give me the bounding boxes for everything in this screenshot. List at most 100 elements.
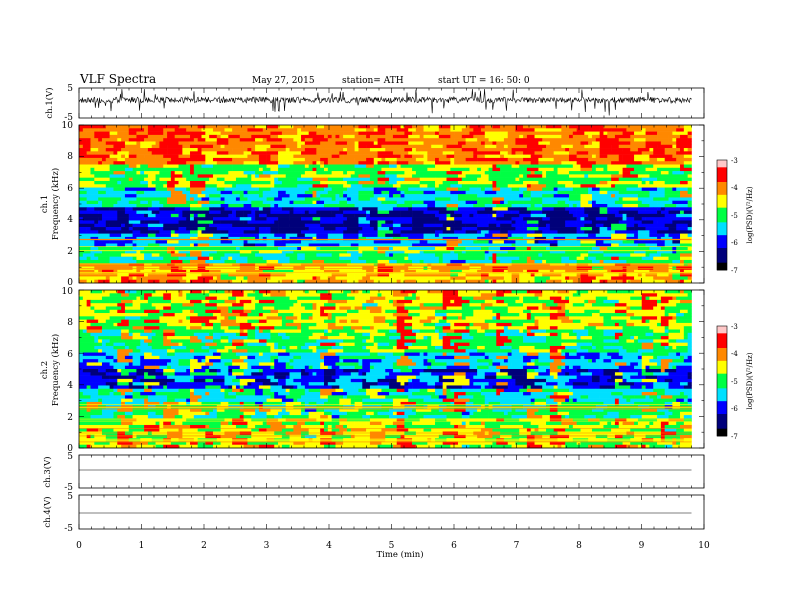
spec2-cell <box>519 316 528 320</box>
spec2-cell <box>94 313 110 317</box>
spec2-cell <box>630 375 646 380</box>
spec1-cell <box>641 161 658 165</box>
spec2-cell <box>511 322 524 327</box>
spec1-cell <box>484 279 489 284</box>
spec1-cell <box>285 148 290 152</box>
spec1-cell <box>427 204 436 208</box>
spec1-cell <box>496 134 501 139</box>
spec2-cell <box>151 359 160 363</box>
spec1-cell <box>477 200 493 205</box>
spec1-cell <box>419 273 436 277</box>
spec1-cell <box>412 164 417 169</box>
spec1-cell <box>220 236 229 241</box>
spec2-cell <box>549 352 562 357</box>
spec1-cell <box>396 200 405 205</box>
spec1-cell <box>565 263 570 267</box>
spec1-cell <box>255 164 267 169</box>
spec1-cell <box>591 279 600 284</box>
spec2-cell <box>591 345 597 350</box>
spec1-cell <box>687 151 692 155</box>
spec1-cell <box>523 187 528 192</box>
spec1-cell <box>320 223 336 228</box>
spec1-cell <box>641 151 654 155</box>
spec2-cell <box>190 326 202 330</box>
spec2-cell <box>297 326 302 330</box>
spec1-cell <box>500 151 509 155</box>
cb1-swatch <box>717 176 727 179</box>
spec1-cell <box>312 184 329 188</box>
spec1-cell <box>442 184 451 188</box>
spec1-cell <box>584 230 600 234</box>
spec1-cell <box>121 180 133 185</box>
spec2-cell <box>255 309 271 314</box>
spec2-cell <box>281 336 290 340</box>
spec1-cell <box>572 125 581 129</box>
spec1-cell <box>492 184 497 188</box>
spec2-cell <box>392 290 401 294</box>
spec1-cell <box>526 240 535 244</box>
spec1-cell <box>366 128 375 132</box>
cb1-swatch <box>717 231 727 234</box>
spec2-cell <box>526 306 539 311</box>
spec1-cell <box>79 128 84 132</box>
spec2-cell <box>442 290 459 294</box>
spec1-cell <box>147 174 156 178</box>
spec1-cell <box>465 204 474 208</box>
spec2-cell <box>626 306 631 311</box>
spec1-cell <box>193 164 202 169</box>
spec1-cell <box>358 250 363 254</box>
spec2-cell <box>201 299 210 304</box>
spec2-cell <box>404 306 420 311</box>
spec1-cell <box>255 161 260 165</box>
spec2-cell <box>79 365 95 370</box>
spec2-cell <box>297 349 313 353</box>
spec2-cell <box>113 345 126 350</box>
spec1-cell <box>634 250 646 254</box>
spec1-cell <box>339 194 344 198</box>
spec1-cell <box>530 273 535 277</box>
spec2-cell <box>228 332 237 337</box>
spec1-cell <box>408 276 420 281</box>
spec2-cell <box>477 359 493 363</box>
spec2-cell <box>101 349 114 353</box>
spec1-cell <box>266 279 283 284</box>
spec1-cell <box>442 236 459 241</box>
spec1-cell <box>546 213 562 218</box>
spec1-cell <box>170 174 183 178</box>
spec1-cell <box>496 194 505 198</box>
spec2-cell <box>301 375 309 380</box>
spec1-cell <box>209 207 214 211</box>
spec1-cell <box>140 157 153 162</box>
spec2-cell <box>427 339 432 343</box>
spec2-cell <box>637 336 650 340</box>
spec1-cell <box>446 177 463 182</box>
spec2-cell <box>687 352 692 357</box>
spec2-cell <box>687 332 692 337</box>
spec1-cell <box>346 197 352 202</box>
cb1-swatch <box>717 233 727 236</box>
spec1-cell <box>224 259 237 264</box>
spec1-cell <box>255 187 260 192</box>
spec2-cell <box>316 306 321 311</box>
spec1-cell <box>542 197 558 202</box>
spec1-cell <box>381 223 394 228</box>
spec1-cell <box>94 187 110 192</box>
spec1-cell <box>634 138 646 142</box>
spec1-cell <box>247 131 256 136</box>
cb1-swatch <box>717 172 727 176</box>
spec2-cell <box>389 309 398 314</box>
spec2-cell <box>224 362 233 367</box>
spec1-cell <box>132 223 149 228</box>
spec1-cell <box>174 134 187 139</box>
spec1-cell <box>500 263 512 267</box>
spec2-cell <box>90 306 95 311</box>
spec1-cell <box>446 240 463 244</box>
spec1-cell <box>645 253 650 257</box>
spec1-cell <box>159 141 164 146</box>
spec1-cell <box>519 154 532 159</box>
spec1-cell <box>683 204 688 208</box>
spec1-cell <box>331 250 348 254</box>
spec1-cell <box>408 141 424 146</box>
spec1-cell <box>668 227 677 231</box>
spec2-cell <box>270 359 275 363</box>
